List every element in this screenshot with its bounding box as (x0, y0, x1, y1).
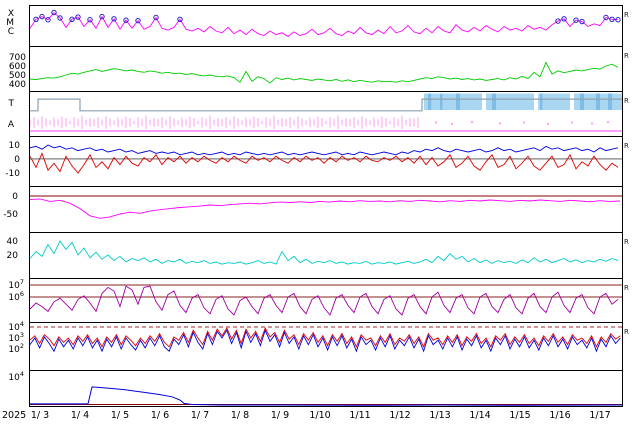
proton-flux-red-line (29, 327, 621, 348)
flare-marker (57, 15, 63, 21)
low-energy-flux-line (30, 386, 623, 406)
status-band (538, 93, 570, 110)
status-dot (499, 122, 501, 125)
y-axis-label: 104 (8, 370, 24, 383)
flare-marker (69, 16, 75, 22)
flare-marker (555, 18, 561, 24)
status-dot (547, 122, 549, 125)
flare-marker (561, 16, 567, 22)
flare-marker (75, 14, 81, 20)
year-label: 2025 (2, 410, 26, 421)
panel-border (29, 232, 623, 279)
status-dot (523, 121, 525, 124)
status-band-streak (492, 93, 496, 110)
y-axis-label: 0 (14, 155, 20, 165)
flare-marker (135, 17, 141, 24)
status-band-streak (440, 93, 443, 110)
x-tick-label: 1/ 4 (71, 410, 89, 421)
flare-marker (33, 16, 39, 22)
panel-border (29, 186, 623, 233)
y-axis-label: 106 (8, 290, 24, 303)
x-tick-label: 1/12 (389, 410, 410, 421)
density-line (29, 240, 619, 265)
flare-marker (111, 16, 117, 22)
x-tick-label: 1/ 7 (191, 410, 209, 421)
flare-marker (39, 13, 45, 20)
y-axis-label: 500 (9, 71, 26, 81)
status-step-line (30, 98, 622, 112)
x-tick-label: 1/11 (349, 410, 370, 421)
imf-bt-line (29, 144, 619, 156)
x-tick-label: 1/13 (429, 410, 450, 421)
x-tick-label: 1/16 (549, 410, 570, 421)
y-axis-label: 20 (7, 251, 19, 261)
x-tick-label: 1/ 8 (231, 410, 249, 421)
electron-flux-line (29, 285, 619, 316)
right-edge-marker: R (624, 97, 629, 105)
flare-marker (177, 16, 183, 22)
status-band-streak (456, 93, 460, 110)
right-edge-marker: R (624, 328, 629, 336)
right-edge-marker: R (624, 142, 629, 150)
dst-line (29, 198, 621, 219)
x-tick-label: 1/ 6 (151, 410, 169, 421)
status-dot (591, 122, 593, 125)
x-tick-label: 1/ 5 (111, 410, 129, 421)
xray-flux-line (29, 11, 619, 37)
right-edge-marker: R (624, 11, 629, 19)
y-axis-label: M (6, 18, 14, 28)
flare-marker (123, 17, 129, 23)
status-band-streak (540, 93, 543, 110)
x-tick-label: 1/15 (509, 410, 530, 421)
right-edge-marker: R (624, 238, 629, 246)
flare-marker (573, 17, 579, 23)
y-axis-label: -50 (3, 210, 18, 220)
imf-bz-line (29, 152, 619, 174)
y-axis-label: X (8, 9, 14, 19)
status-dot (435, 121, 437, 124)
right-edge-marker: R (624, 52, 629, 60)
status-band-streak (428, 93, 432, 110)
y-axis-label: -10 (5, 169, 20, 179)
panel-border (29, 370, 623, 407)
x-tick-label: 1/17 (589, 410, 610, 421)
y-axis-label: 700 (9, 53, 26, 63)
flare-marker (87, 17, 93, 23)
status-dot (451, 122, 453, 125)
y-axis-label: A (8, 120, 15, 130)
status-band-streak (608, 93, 612, 110)
y-axis-label: 400 (9, 80, 26, 90)
x-tick-label: 1/ 9 (271, 410, 289, 421)
solar-wind-speed-line (29, 61, 619, 84)
status-dot (471, 121, 473, 124)
x-tick-label: 1/ 3 (31, 410, 49, 421)
status-band (486, 93, 534, 110)
y-axis-label: 10 (9, 141, 21, 151)
flare-marker (153, 14, 159, 21)
status-dot (607, 121, 609, 124)
status-dot (571, 121, 573, 124)
x-tick-label: 1/10 (309, 410, 330, 421)
flare-marker (609, 16, 615, 22)
y-axis-label: 0 (12, 192, 18, 202)
y-axis-label: C (8, 27, 14, 37)
y-axis-label: T (8, 99, 15, 109)
flare-marker (99, 13, 105, 20)
flare-marker (615, 17, 621, 23)
x-tick-label: 1/14 (469, 410, 490, 421)
status-band-streak (580, 93, 584, 110)
y-axis-label: 40 (7, 237, 19, 247)
flare-marker (603, 14, 609, 21)
status-band-streak (596, 93, 600, 110)
status-band (424, 93, 482, 110)
flare-marker (51, 9, 57, 16)
right-edge-marker: R (624, 284, 629, 292)
proton-flux-blue-line (29, 329, 621, 353)
y-axis-label: 600 (9, 62, 26, 72)
flare-marker (579, 18, 585, 25)
flare-marker (45, 17, 51, 23)
